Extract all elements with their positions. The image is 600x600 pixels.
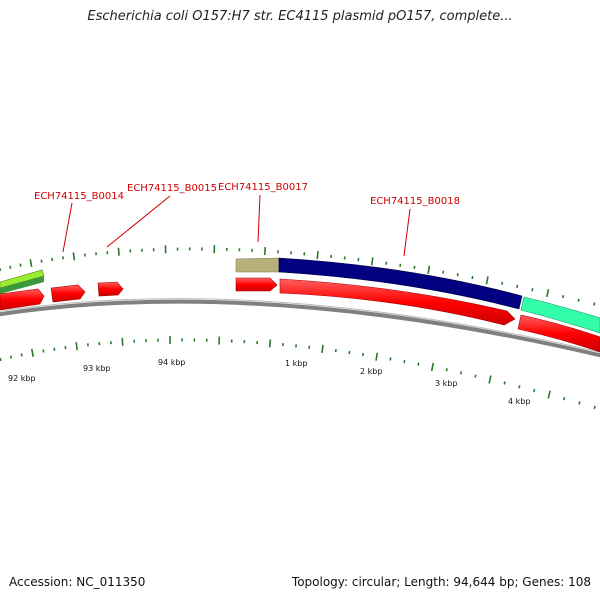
scale-label: 4 kbp (508, 397, 530, 406)
scale-label: 3 kbp (435, 379, 457, 388)
major-tick (430, 362, 435, 371)
gene-leader-line (403, 208, 411, 257)
scale-label: 2 kbp (360, 367, 382, 376)
scale-label: 1 kbp (285, 359, 307, 368)
gene-label[interactable]: ECH74115_B0018 (370, 196, 460, 207)
minor-tick (417, 362, 420, 366)
gene-label[interactable]: ECH74115_B0015 (127, 183, 217, 194)
scale-label: 92 kbp (8, 374, 36, 383)
major-tick (30, 348, 35, 357)
scale-label: 94 kbp (158, 358, 186, 367)
major-tick (370, 257, 374, 266)
plasmid-backbone-highlight (0, 298, 600, 353)
minor-tick (593, 405, 596, 410)
major-tick (321, 344, 324, 353)
feature-olive[interactable] (235, 257, 280, 273)
minor-tick (471, 275, 474, 280)
major-tick (75, 342, 78, 351)
minor-tick (40, 259, 43, 263)
plasmid-backbone (0, 299, 600, 358)
minor-tick (516, 284, 519, 289)
map-title: Escherichia coli O157:H7 str. EC4115 pla… (87, 9, 513, 24)
gene-label[interactable]: ECH74115_B0017 (218, 182, 308, 193)
minor-tick (578, 401, 581, 405)
cds-features (0, 277, 600, 353)
cds-arrow[interactable] (0, 288, 45, 311)
outer-tick-ring (0, 245, 596, 306)
major-tick (72, 252, 76, 261)
minor-tick (19, 263, 22, 267)
minor-tick (563, 397, 566, 401)
cds-arrow[interactable] (517, 314, 600, 353)
major-tick (29, 259, 33, 268)
major-tick (547, 390, 551, 399)
gene-label-leaders (62, 194, 411, 257)
gene-leader-line (62, 202, 73, 253)
minor-tick (593, 302, 596, 306)
minor-tick (442, 270, 445, 274)
minor-tick (403, 359, 406, 364)
minor-tick (456, 273, 459, 277)
minor-tick (531, 288, 534, 292)
topology-summary: Topology: circular; Length: 94,644 bp; G… (291, 575, 591, 589)
minor-tick (577, 298, 580, 302)
minor-tick (9, 355, 13, 359)
major-tick (427, 265, 431, 274)
minor-tick (20, 353, 23, 357)
minor-tick (445, 368, 448, 372)
inner-scale-ring (0, 335, 596, 410)
major-tick (375, 352, 379, 361)
minor-tick (503, 381, 506, 385)
cds-arrow[interactable] (235, 277, 278, 292)
gene-leader-line (257, 194, 261, 243)
minor-tick (518, 385, 521, 389)
gene-label[interactable]: ECH74115_B0014 (34, 191, 124, 202)
minor-tick (501, 281, 504, 285)
cds-arrow[interactable] (97, 281, 124, 297)
cds-arrow[interactable] (50, 284, 86, 303)
minor-tick (0, 357, 2, 362)
major-tick (268, 339, 272, 348)
major-tick (117, 247, 120, 256)
minor-tick (474, 374, 477, 378)
major-tick (488, 375, 492, 384)
minor-tick (561, 294, 565, 299)
gene-leader-line (106, 195, 171, 248)
minor-tick (9, 265, 12, 269)
minor-tick (389, 357, 392, 361)
major-tick (316, 251, 319, 260)
minor-tick (533, 388, 536, 393)
minor-tick (459, 371, 463, 375)
major-tick (121, 337, 124, 346)
cds-arrow[interactable] (279, 278, 516, 326)
major-tick (485, 276, 489, 285)
feature-navy[interactable] (278, 257, 523, 310)
major-tick (545, 289, 550, 298)
accession-text: Accession: NC_011350 (9, 575, 146, 589)
scale-label: 93 kbp (83, 364, 111, 373)
feature-green-strip[interactable] (0, 276, 44, 294)
